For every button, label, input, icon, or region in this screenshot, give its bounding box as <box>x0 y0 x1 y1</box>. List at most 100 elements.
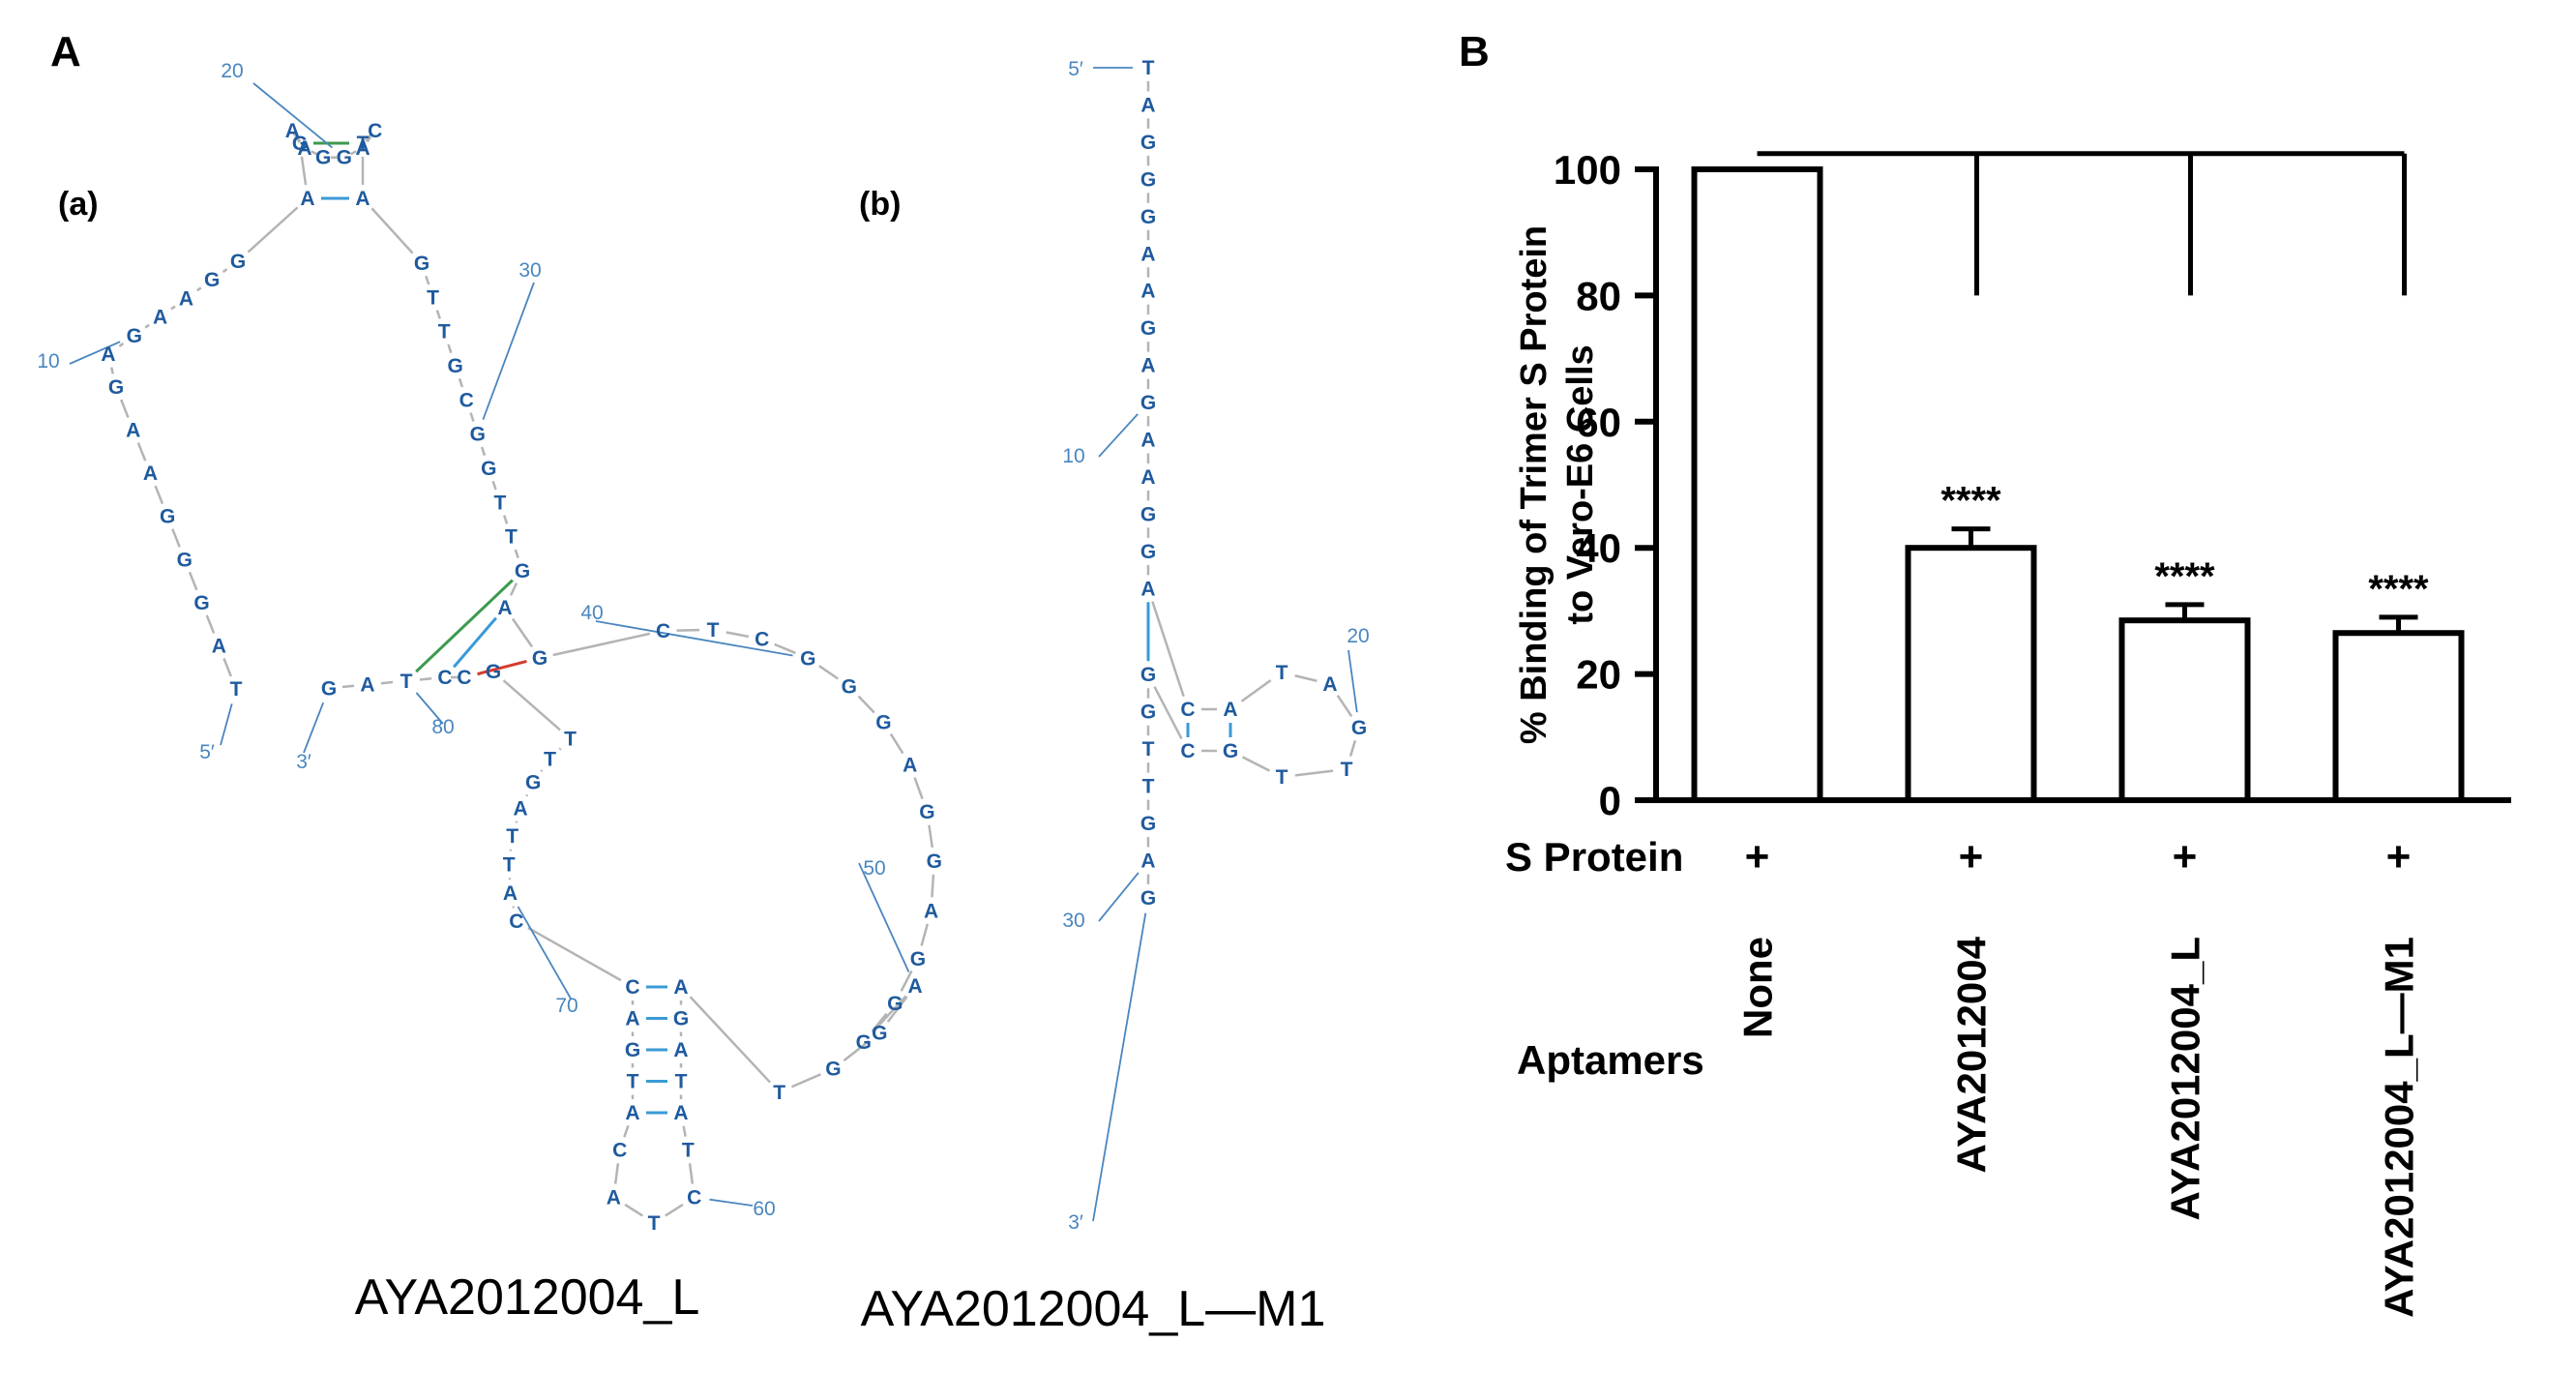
backbone-link <box>613 1163 620 1184</box>
nucleotide: G <box>108 376 124 399</box>
structure-a-backbone <box>109 131 935 1217</box>
nucleotide: T <box>1341 759 1353 781</box>
backbone-link <box>458 377 464 388</box>
nucleotide: G <box>486 661 501 683</box>
structure-a-index-labels: 10 20 30 40 50 60 70 80 5′ 3′ <box>37 60 910 1220</box>
nucleotide: T <box>682 1139 695 1161</box>
nucleotide: G <box>315 147 331 169</box>
y-axis-label: % Binding of Trimer S Protein <box>1514 225 1554 744</box>
end-tick <box>1092 912 1147 1222</box>
structure-b-backbone <box>1146 81 1357 884</box>
backbone-link <box>222 268 228 274</box>
nucleotide: T <box>1276 766 1288 789</box>
nucleotide: A <box>1140 850 1155 872</box>
nucleotide: T <box>544 749 556 771</box>
backbone-link <box>366 135 372 143</box>
backbone-link <box>480 446 487 457</box>
strand-end-label: 3′ <box>296 751 311 773</box>
end-tick <box>303 701 325 754</box>
nucleotide: G <box>1140 503 1156 525</box>
strand-end-label: 5′ <box>199 741 215 763</box>
nucleotide: A <box>673 1039 688 1061</box>
nucleotide: G <box>625 1039 640 1061</box>
y-tick-label: 100 <box>1554 147 1621 193</box>
panel-b-letter: B <box>1459 28 1490 75</box>
index-tick <box>517 906 572 1000</box>
strand-end-label: 5′ <box>1068 58 1083 80</box>
chart-bars <box>1691 166 2465 803</box>
nucleotide: A <box>297 137 311 160</box>
nucleotide: G <box>525 772 541 794</box>
nucleotide: C <box>612 1139 627 1161</box>
backbone-link <box>171 528 181 548</box>
nucleotide: G <box>1140 206 1156 228</box>
backbone-link <box>913 777 924 800</box>
bar <box>1905 545 2037 803</box>
nucleotide: T <box>506 825 518 848</box>
nucleotide: T <box>1142 57 1155 79</box>
nucleotide: G <box>842 675 857 698</box>
nucleotide: C <box>1180 740 1195 762</box>
y-tick-label: 60 <box>1576 400 1621 445</box>
bar-chart: 0 20 40 60 80 100% Binding of Trimer S Protei… <box>1514 147 2511 1318</box>
nucleotide: A <box>1140 243 1155 265</box>
nucleotide: A <box>355 137 370 160</box>
base-pair-bond <box>452 616 498 669</box>
backbone-link <box>170 305 176 311</box>
nucleotide: A <box>1140 94 1155 116</box>
index-tick <box>1098 872 1140 922</box>
nucleotide: T <box>438 321 451 343</box>
index-label: 50 <box>863 857 885 880</box>
nucleotide: A <box>212 635 226 657</box>
backbone-link <box>527 926 622 982</box>
y-tick-label: 20 <box>1576 652 1621 698</box>
nucleotide: C <box>509 910 523 933</box>
aptamers-row-label: Aptamers <box>1517 1037 1704 1083</box>
backbone-link <box>552 632 651 657</box>
nucleotide: A <box>300 188 314 210</box>
index-label: 20 <box>1347 625 1369 647</box>
nucleotide: T <box>505 526 518 549</box>
structure-b-index-labels: 10 20 30 5′ 3′ <box>1062 58 1369 1234</box>
category-label: AYA2012004_L—M1 <box>2377 937 2422 1318</box>
base-pair-bond <box>415 579 514 673</box>
backbone-link <box>1240 679 1272 702</box>
nucleotide: A <box>1223 699 1237 721</box>
bar <box>2332 630 2465 803</box>
backbone-link <box>920 923 930 946</box>
backbone-link <box>364 133 373 142</box>
nucleotide: A <box>607 1186 621 1209</box>
backbone-link <box>196 286 202 292</box>
nucleotide: T <box>675 1071 688 1093</box>
nucleotide: G <box>825 1059 841 1081</box>
bar <box>2118 617 2251 803</box>
index-label: 70 <box>555 995 577 1017</box>
y-axis-label: to Vero-E6 Cells <box>1560 344 1601 624</box>
structure-b-caption: AYA2012004_L—M1 <box>861 1281 1326 1337</box>
nucleotide: G <box>127 325 142 347</box>
index-tick <box>709 1198 754 1207</box>
nucleotide: C <box>656 620 670 642</box>
index-label: 10 <box>1062 445 1084 467</box>
nucleotide: G <box>856 1031 872 1054</box>
backbone-link <box>558 747 562 751</box>
index-tick <box>252 82 333 149</box>
nucleotide: G <box>1140 168 1156 191</box>
backbone-link <box>222 657 232 677</box>
nucleotide: A <box>285 120 300 142</box>
nucleotide: A <box>355 188 370 210</box>
backbone-link <box>774 642 796 655</box>
backbone-link <box>872 995 907 1033</box>
nucleotide: C <box>755 629 769 651</box>
nucleotide: G <box>1140 541 1156 563</box>
backbone-link <box>144 323 150 329</box>
nucleotide: C <box>1180 699 1195 721</box>
backbone-link <box>857 695 875 714</box>
nucleotide: A <box>625 1102 639 1124</box>
backbone-link <box>154 485 164 505</box>
nucleotide: G <box>230 251 246 273</box>
nucleotide: G <box>470 424 486 446</box>
nucleotide: G <box>1223 740 1238 762</box>
